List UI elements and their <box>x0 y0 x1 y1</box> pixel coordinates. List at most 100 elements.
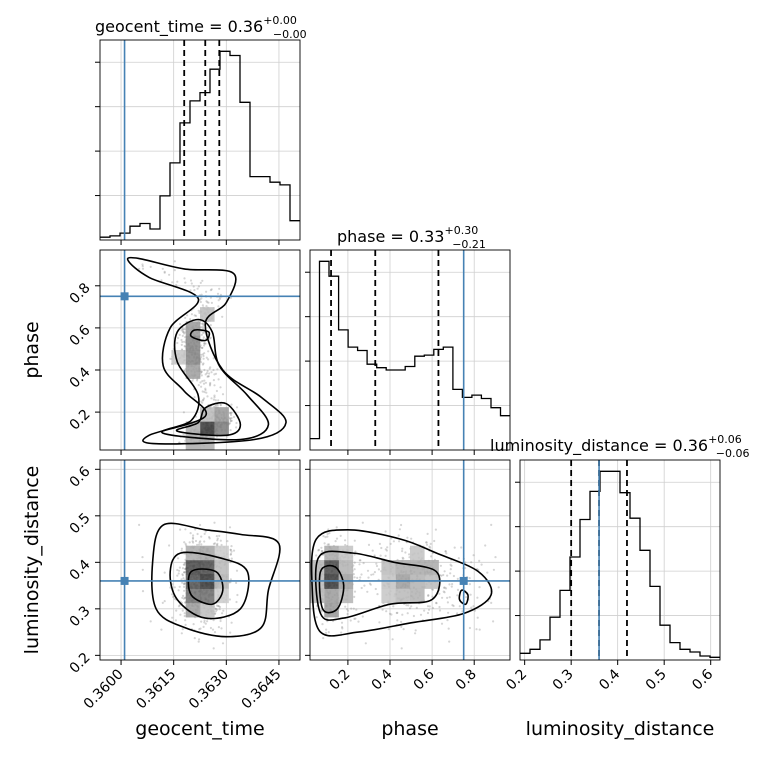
sample-point <box>213 631 217 634</box>
sample-point <box>335 537 339 540</box>
sample-point <box>200 353 203 356</box>
sample-point <box>149 620 152 623</box>
sample-point <box>199 281 202 284</box>
sample-point <box>222 609 225 612</box>
sample-point <box>201 353 204 356</box>
sample-point <box>439 574 442 577</box>
sample-point <box>202 357 205 360</box>
sample-point <box>207 375 210 378</box>
sample-point <box>204 387 207 390</box>
histogram-geocent_time <box>100 40 300 240</box>
sample-point <box>181 596 184 599</box>
contours-luminosity_distance-geocent_time <box>151 522 281 638</box>
sample-point <box>190 313 193 316</box>
sample-point <box>205 300 208 303</box>
sample-point <box>202 323 205 327</box>
sample-point <box>221 393 225 396</box>
sample-point <box>173 597 176 601</box>
sample-point <box>374 587 377 591</box>
sample-point <box>414 629 417 632</box>
sample-point <box>200 620 203 623</box>
sample-point <box>183 571 186 574</box>
sample-point <box>490 601 493 605</box>
sample-point <box>208 337 211 340</box>
sample-point <box>320 608 323 612</box>
sample-point <box>232 415 236 419</box>
sample-point <box>446 601 449 604</box>
sample-point <box>468 583 471 586</box>
sample-point <box>200 346 204 350</box>
sample-point <box>199 523 202 527</box>
contour-line <box>310 528 493 637</box>
sample-point <box>200 374 203 377</box>
sample-point <box>174 619 177 622</box>
density-cell <box>410 560 425 575</box>
sample-point <box>201 279 204 282</box>
sample-point <box>215 535 218 538</box>
sample-point <box>406 612 409 615</box>
sample-point <box>206 620 209 623</box>
sample-point <box>207 358 210 361</box>
density-cell <box>185 321 201 337</box>
sample-point <box>391 638 394 641</box>
sample-point <box>326 543 329 546</box>
sample-point <box>200 297 203 300</box>
sample-point <box>380 546 383 550</box>
sample-point <box>400 647 403 650</box>
sample-point <box>322 535 325 538</box>
sample-point <box>196 379 199 382</box>
sample-point <box>169 357 172 360</box>
sample-point <box>220 543 223 547</box>
histogram-step-luminosity_distance <box>520 470 720 658</box>
sample-point <box>435 602 438 605</box>
sample-point <box>203 619 206 622</box>
xlabel-geocent-time: geocent_time <box>135 718 264 740</box>
sample-point <box>408 553 411 556</box>
sample-point <box>315 554 318 557</box>
sample-point <box>212 368 215 372</box>
panel-background <box>100 40 300 240</box>
contour-line <box>318 564 345 614</box>
sample-point <box>396 619 399 622</box>
y-tick-label-phase: 0.8 <box>67 280 94 307</box>
sample-point <box>235 406 239 409</box>
sample-point <box>141 590 145 593</box>
sample-point <box>228 422 232 425</box>
sample-point <box>184 542 187 546</box>
sample-point <box>178 585 181 588</box>
contour-line <box>161 318 270 441</box>
y-tick-label-luminosity_distance: 0.4 <box>67 557 94 584</box>
sample-point <box>469 593 472 596</box>
sample-point <box>408 607 412 610</box>
title-luminosity-distance: luminosity_distance = 0.36+0.06 −0.06 <box>490 433 750 460</box>
sample-point <box>201 346 204 349</box>
sample-point <box>345 608 349 611</box>
sample-point <box>354 617 357 620</box>
sample-point <box>229 553 232 556</box>
y-tick-label-phase: 0.2 <box>67 406 94 433</box>
sample-point <box>229 296 232 299</box>
sample-point <box>208 536 211 539</box>
sample-point <box>180 343 183 346</box>
density-cell <box>395 588 411 604</box>
sample-point <box>186 314 189 317</box>
sample-point <box>191 540 194 543</box>
sample-point <box>434 528 437 531</box>
sample-point <box>368 582 372 585</box>
x-tick-label-geocent_time: 0.3600 <box>81 666 127 712</box>
sample-point <box>209 381 212 385</box>
sample-point <box>323 542 326 545</box>
sample-point <box>426 605 430 608</box>
sample-point <box>214 405 217 408</box>
sample-point <box>194 314 198 317</box>
sample-point <box>361 521 364 524</box>
sample-point <box>320 549 323 553</box>
sample-point <box>215 543 218 547</box>
panel-geocent_time-geocent_time <box>95 40 300 245</box>
sample-point <box>178 604 181 607</box>
sample-point <box>138 523 141 527</box>
sample-point <box>219 297 222 300</box>
sample-point <box>168 544 171 547</box>
sample-point <box>197 640 200 643</box>
density-cell <box>171 350 187 365</box>
